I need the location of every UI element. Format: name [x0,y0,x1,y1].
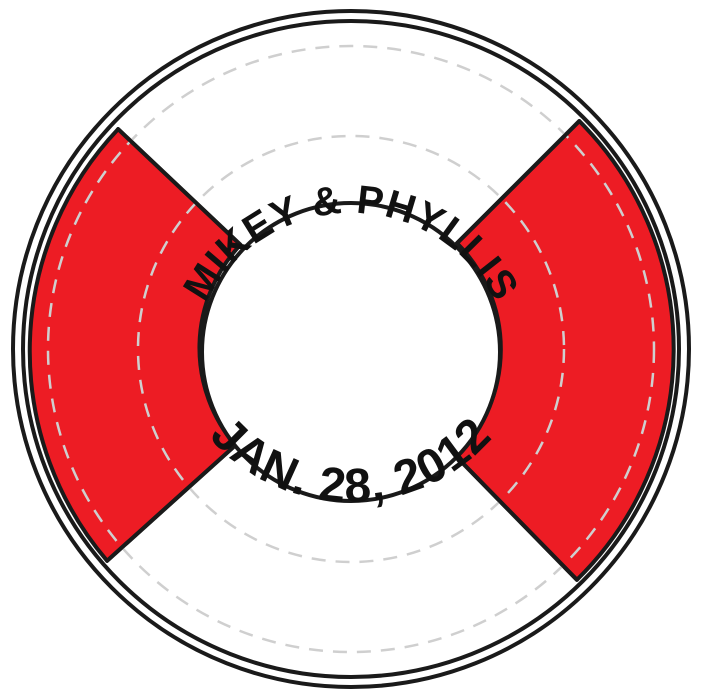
red-segment-left [27,127,243,563]
segment-edges [105,119,582,582]
center-hole [200,201,502,503]
stitch-line-outer [46,44,656,654]
stitch-line-inner [136,134,566,564]
